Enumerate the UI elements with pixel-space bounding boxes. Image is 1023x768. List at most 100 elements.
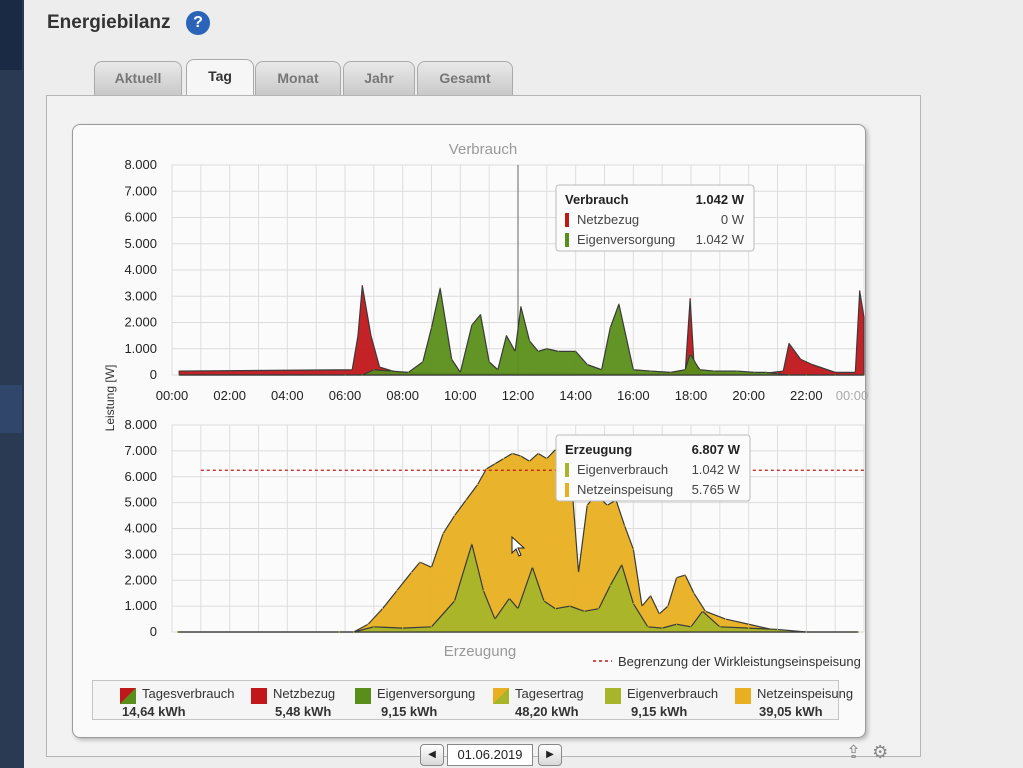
next-day-button[interactable]: ▶ <box>538 744 562 766</box>
data-point-eigenversorgung <box>684 369 686 371</box>
data-point-eigenverbrauch <box>701 610 704 612</box>
data-point-eigenversorgung <box>586 363 588 366</box>
y-axis-label: Leistung [W] <box>103 365 117 432</box>
data-point-netzeinspeisung <box>577 571 580 574</box>
x-tick-label: 06:00 <box>329 388 362 403</box>
data-point-netzeinspeisung <box>641 605 643 607</box>
data-point-netzeinspeisung <box>725 618 727 620</box>
data-point-netzeinspeisung <box>396 590 398 592</box>
data-point-eigenverbrauch <box>453 600 456 602</box>
tab-monat[interactable]: Monat <box>255 61 341 95</box>
data-point-netzeinspeisung <box>650 595 652 597</box>
data-point-netzbezug <box>788 342 790 345</box>
tab-aktuell[interactable]: Aktuell <box>94 61 182 95</box>
tooltip-series-marker <box>565 233 569 247</box>
tooltip-title: Verbrauch <box>565 192 629 207</box>
data-point-eigenversorgung <box>505 335 508 337</box>
tab-gesamt[interactable]: Gesamt <box>417 61 513 95</box>
data-point-netzeinspeisung <box>442 533 444 535</box>
x-tick-label: 00:00 <box>836 388 869 403</box>
y-tick-label: 6.000 <box>124 469 157 484</box>
tooltip-title-value: 1.042 W <box>696 192 745 207</box>
chart-title-erzeugung: Erzeugung <box>444 643 517 660</box>
data-point-netzeinspeisung <box>546 458 548 460</box>
data-point-netzeinspeisung <box>453 514 456 517</box>
tooltip-row-label: Eigenverbrauch <box>577 462 668 477</box>
data-point-netzbezug <box>859 290 861 292</box>
x-tick-label: 12:00 <box>502 388 535 403</box>
legend-value: 5,48 kWh <box>275 704 332 719</box>
data-point-eigenversorgung <box>575 350 577 352</box>
data-point-eigenversorgung <box>699 369 701 371</box>
legend-value: 48,20 kWh <box>515 704 579 719</box>
data-point-netzbezug <box>854 371 856 373</box>
mouse-cursor-icon <box>511 535 526 557</box>
date-field[interactable]: 01.06.2019 <box>447 744 533 766</box>
export-icon[interactable]: ⇪ <box>846 742 862 762</box>
data-point-netzeinspeisung <box>528 460 531 462</box>
legend-swatch-netzeinspeisung <box>735 688 751 704</box>
data-point-eigenverbrauch <box>621 564 623 566</box>
data-point-eigenverbrauch <box>517 608 519 610</box>
y-tick-label: 8.000 <box>124 417 157 432</box>
data-point-eigenverbrauch <box>675 623 678 625</box>
x-tick-label: 10:00 <box>444 388 477 403</box>
limit-line-legend-label: Begrenzung der Wirkleistungseinspeisung <box>618 654 861 669</box>
data-point-eigenverbrauch <box>598 608 600 610</box>
verbrauch-tooltip: Verbrauch 1.042 W Netzbezug 0 W Eigenversorg… <box>555 184 755 252</box>
data-point-eigenversorgung <box>557 350 559 352</box>
legend-value: 9,15 kWh <box>381 704 438 719</box>
data-point-netzeinspeisung <box>748 623 750 625</box>
x-tick-label: 04:00 <box>271 388 304 403</box>
data-point-eigenversorgung <box>609 327 611 329</box>
data-point-eigenverbrauch <box>554 608 557 610</box>
data-point-netzeinspeisung <box>704 610 707 612</box>
legend-value: 14,64 kWh <box>122 704 186 719</box>
data-point-eigenversorgung <box>788 374 790 376</box>
y-tick-label: 1.000 <box>124 598 157 613</box>
legend-name: Eigenversorgung <box>377 686 476 701</box>
data-point-eigenversorgung <box>713 370 715 372</box>
tooltip-row-value: 1.042 W <box>692 462 741 477</box>
data-point-eigenverbrauch <box>177 631 179 633</box>
data-point-eigenverbrauch <box>494 618 496 620</box>
data-point-eigenverbrauch <box>569 605 571 607</box>
data-point-eigenversorgung <box>459 371 461 373</box>
data-point-eigenverbrauch <box>609 584 611 587</box>
tab-tag[interactable]: Tag <box>186 59 254 96</box>
y-tick-label: 0 <box>150 367 157 382</box>
tooltip-box <box>555 434 751 502</box>
y-tick-label: 4.000 <box>124 521 157 536</box>
data-point-eigenverbrauch <box>661 627 663 629</box>
data-point-netzbezug <box>370 335 372 337</box>
data-point-netzbezug <box>811 363 813 366</box>
data-point-eigenversorgung <box>805 374 807 376</box>
data-point-eigenverbrauch <box>632 602 634 605</box>
legend-swatch-tagesverbrauch <box>120 688 136 704</box>
data-point-eigenverbrauch <box>776 628 779 631</box>
tooltip-series-marker <box>565 213 569 227</box>
data-point-netzeinspeisung <box>465 499 467 501</box>
gear-icon[interactable]: ⚙ <box>872 742 889 762</box>
x-tick-label: 22:00 <box>790 388 823 403</box>
data-point-eigenversorgung <box>479 314 482 316</box>
y-tick-label: 6.000 <box>124 210 157 225</box>
data-point-eigenversorgung <box>344 374 346 376</box>
legend: Tagesverbrauch 14,64 kWh Netzbezug 5,48 … <box>92 680 853 720</box>
tooltip-title-value: 6.807 W <box>692 442 741 457</box>
data-point-eigenverbrauch <box>338 631 340 633</box>
y-tick-label: 4.000 <box>124 262 157 277</box>
tab-jahr[interactable]: Jahr <box>343 61 415 95</box>
prev-day-button[interactable]: ◀ <box>420 744 444 766</box>
help-icon[interactable]: ? <box>186 11 210 35</box>
data-point-eigenversorgung <box>439 287 441 289</box>
x-tick-label: 16:00 <box>617 388 650 403</box>
data-point-netzeinspeisung <box>410 571 412 574</box>
tooltip-series-marker <box>565 463 569 477</box>
page-title: Energiebilanz <box>47 12 171 33</box>
data-point-eigenversorgung <box>863 374 865 376</box>
data-point-eigenversorgung <box>834 374 836 376</box>
data-point-netzeinspeisung <box>381 608 384 610</box>
y-tick-label: 2.000 <box>124 572 157 587</box>
